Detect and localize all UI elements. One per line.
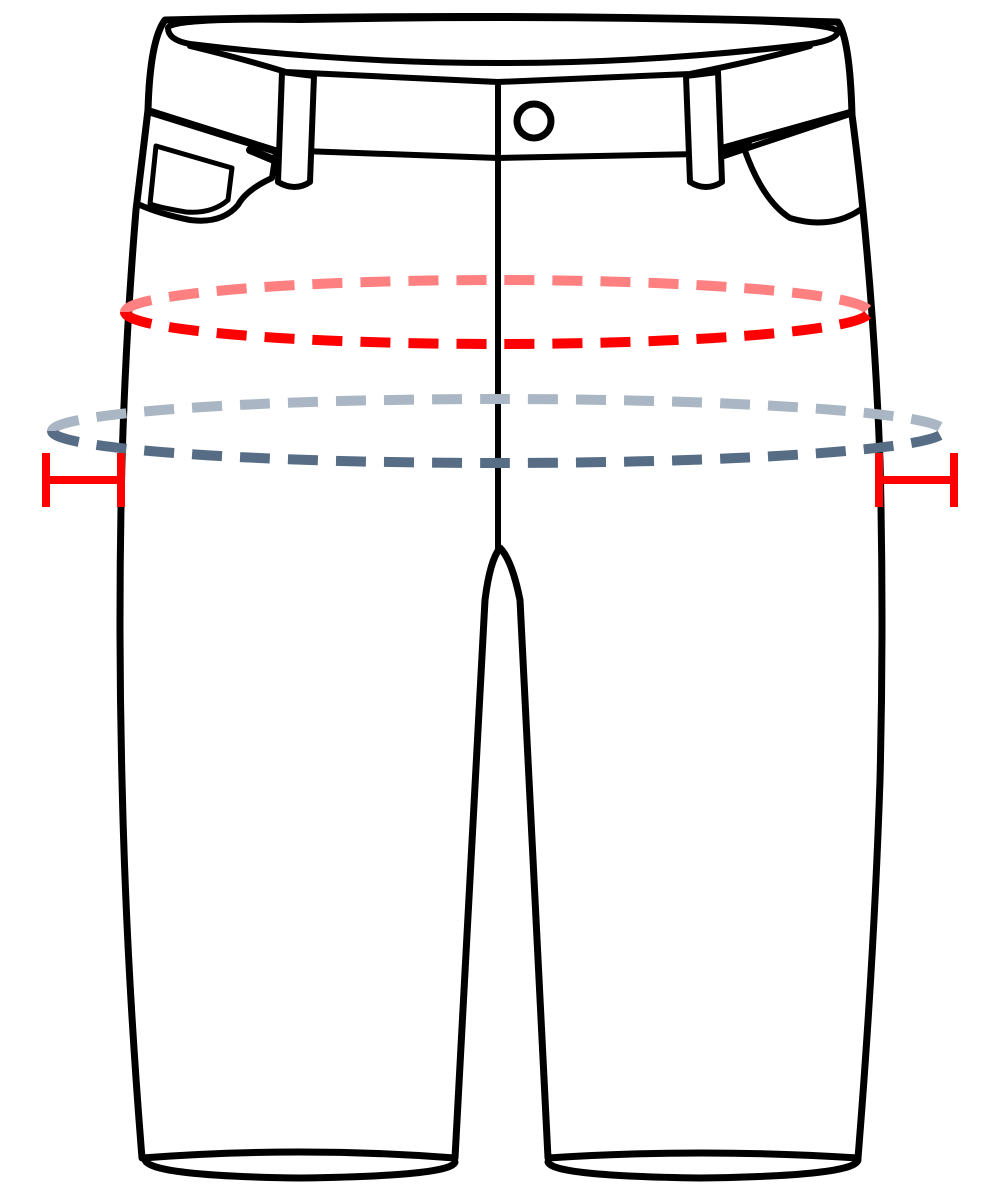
shorts-garment <box>116 12 886 1182</box>
left-width-marker <box>42 453 125 507</box>
hem-left <box>141 1156 459 1182</box>
pocket-left-stitch <box>246 146 278 164</box>
hem-right <box>544 1156 862 1182</box>
hip-ellipse-back <box>120 275 874 314</box>
coin-pocket-left <box>147 143 235 215</box>
pocket-right <box>721 111 863 226</box>
pocket-right-stitch <box>720 138 752 154</box>
waistband-top <box>165 15 841 66</box>
thigh-ellipse-back <box>47 394 949 433</box>
belt-loop-right <box>683 69 725 190</box>
pocket-left <box>137 109 279 224</box>
width-markers <box>42 453 958 507</box>
hip-measurement <box>120 275 874 349</box>
right-width-marker <box>875 453 958 507</box>
belt-loop-left <box>275 69 317 190</box>
thigh-measurement <box>47 394 949 468</box>
thigh-ellipse-front <box>47 429 949 468</box>
button-icon <box>513 100 555 142</box>
hip-ellipse-front <box>120 310 874 349</box>
